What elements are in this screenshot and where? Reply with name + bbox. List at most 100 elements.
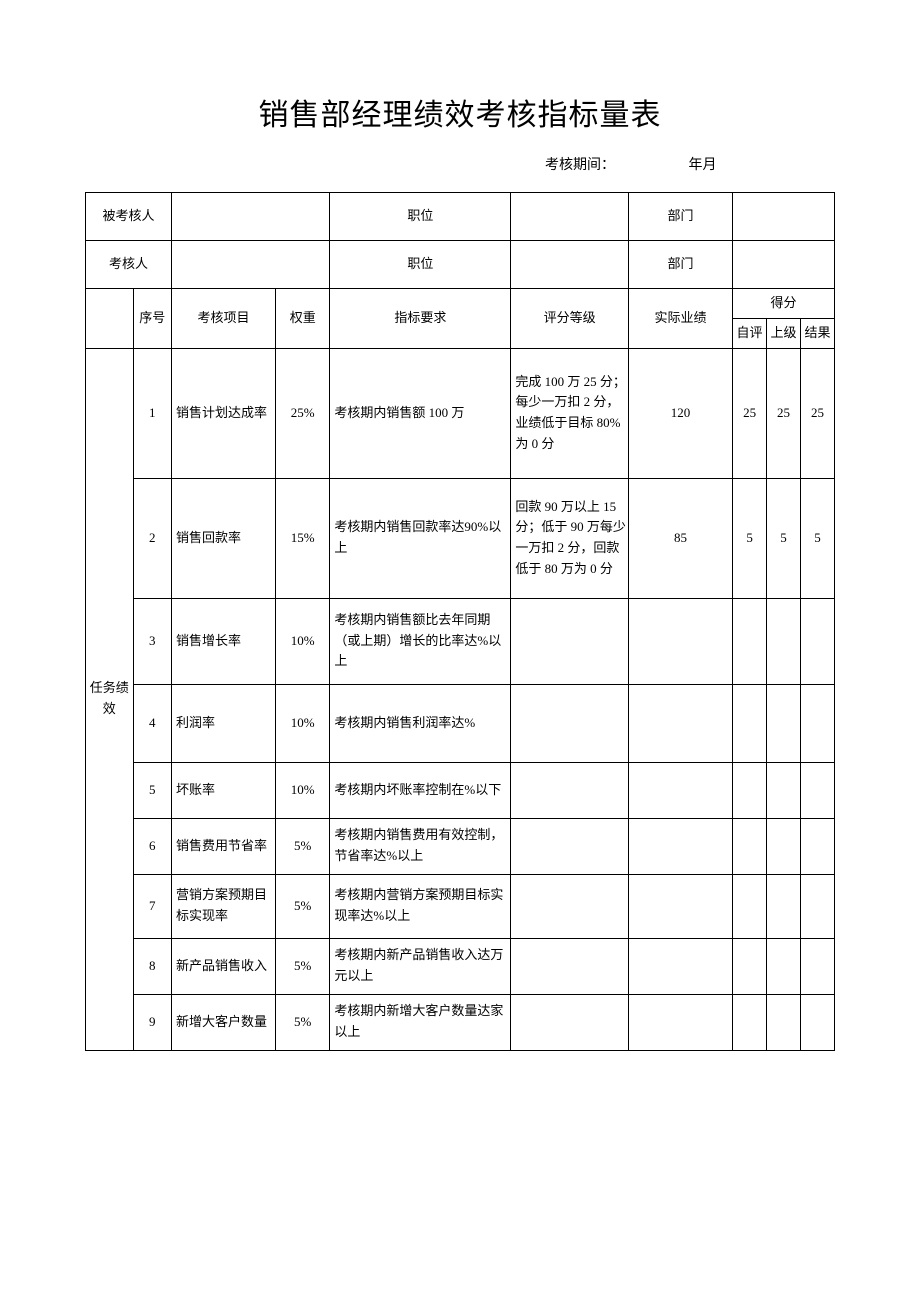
period-label: 考核期间： bbox=[545, 154, 615, 174]
period-row: 考核期间： 年月 bbox=[85, 154, 835, 174]
cell-weight: 10% bbox=[276, 598, 330, 684]
cell-item: 销售费用节省率 bbox=[171, 818, 275, 874]
info-row-1: 被考核人 职位 部门 bbox=[86, 193, 835, 241]
value-position-2 bbox=[511, 241, 629, 289]
cell-item: 利润率 bbox=[171, 684, 275, 762]
cell-sup bbox=[767, 874, 801, 938]
cell-weight: 5% bbox=[276, 938, 330, 994]
cell-self bbox=[733, 598, 767, 684]
cell-actual: 85 bbox=[629, 478, 733, 598]
cell-req: 考核期内坏账率控制在%以下 bbox=[330, 762, 511, 818]
cell-level bbox=[511, 874, 629, 938]
cell-req: 考核期内销售额 100 万 bbox=[330, 348, 511, 478]
table-row: 8新产品销售收入5%考核期内新产品销售收入达万元以上 bbox=[86, 938, 835, 994]
cell-sup: 5 bbox=[767, 478, 801, 598]
value-dept-1 bbox=[733, 193, 835, 241]
hdr-score-group: 得分 bbox=[733, 289, 835, 319]
table-row: 6销售费用节省率5%考核期内销售费用有效控制，节省率达%以上 bbox=[86, 818, 835, 874]
cell-result bbox=[800, 994, 834, 1050]
label-position-1: 职位 bbox=[330, 193, 511, 241]
hdr-category bbox=[86, 289, 134, 349]
cell-actual bbox=[629, 762, 733, 818]
table-row: 任务绩效1销售计划达成率25%考核期内销售额 100 万完成 100 万 25 … bbox=[86, 348, 835, 478]
hdr-level: 评分等级 bbox=[511, 289, 629, 349]
cell-result bbox=[800, 762, 834, 818]
cell-no: 5 bbox=[133, 762, 171, 818]
hdr-actual: 实际业绩 bbox=[629, 289, 733, 349]
cell-result bbox=[800, 938, 834, 994]
cell-actual bbox=[629, 684, 733, 762]
table-row: 7营销方案预期目标实现率5%考核期内营销方案预期目标实现率达%以上 bbox=[86, 874, 835, 938]
cell-sup bbox=[767, 684, 801, 762]
label-assessor: 考核人 bbox=[86, 241, 172, 289]
cell-self: 5 bbox=[733, 478, 767, 598]
cell-self bbox=[733, 994, 767, 1050]
cell-no: 7 bbox=[133, 874, 171, 938]
cell-item: 坏账率 bbox=[171, 762, 275, 818]
label-assessee: 被考核人 bbox=[86, 193, 172, 241]
cell-no: 3 bbox=[133, 598, 171, 684]
table-row: 9新增大客户数量5%考核期内新增大客户数量达家以上 bbox=[86, 994, 835, 1050]
cell-req: 考核期内新增大客户数量达家以上 bbox=[330, 994, 511, 1050]
cell-req: 考核期内营销方案预期目标实现率达%以上 bbox=[330, 874, 511, 938]
cell-no: 4 bbox=[133, 684, 171, 762]
cell-sup bbox=[767, 994, 801, 1050]
hdr-result: 结果 bbox=[800, 318, 834, 348]
cell-item: 销售增长率 bbox=[171, 598, 275, 684]
cell-actual bbox=[629, 938, 733, 994]
cell-actual bbox=[629, 818, 733, 874]
info-row-2: 考核人 职位 部门 bbox=[86, 241, 835, 289]
cell-item: 销售回款率 bbox=[171, 478, 275, 598]
value-assessee bbox=[171, 193, 329, 241]
cell-sup bbox=[767, 762, 801, 818]
table-row: 4利润率10%考核期内销售利润率达% bbox=[86, 684, 835, 762]
period-value: 年月 bbox=[689, 154, 717, 174]
cell-no: 2 bbox=[133, 478, 171, 598]
table-row: 2销售回款率15%考核期内销售回款率达90%以上回款 90 万以上 15 分；低… bbox=[86, 478, 835, 598]
header-row-1: 序号 考核项目 权重 指标要求 评分等级 实际业绩 得分 bbox=[86, 289, 835, 319]
cell-weight: 10% bbox=[276, 684, 330, 762]
cell-level: 回款 90 万以上 15 分；低于 90 万每少一万扣 2 分，回款低于 80 … bbox=[511, 478, 629, 598]
cell-req: 考核期内销售费用有效控制，节省率达%以上 bbox=[330, 818, 511, 874]
cell-item: 新增大客户数量 bbox=[171, 994, 275, 1050]
cell-actual bbox=[629, 598, 733, 684]
cell-req: 考核期内销售额比去年同期（或上期）增长的比率达%以上 bbox=[330, 598, 511, 684]
cell-weight: 25% bbox=[276, 348, 330, 478]
cell-result: 5 bbox=[800, 478, 834, 598]
cell-level bbox=[511, 818, 629, 874]
cell-result bbox=[800, 874, 834, 938]
hdr-sup: 上级 bbox=[767, 318, 801, 348]
table-row: 3销售增长率10%考核期内销售额比去年同期（或上期）增长的比率达%以上 bbox=[86, 598, 835, 684]
hdr-weight: 权重 bbox=[276, 289, 330, 349]
cell-actual bbox=[629, 874, 733, 938]
category-cell: 任务绩效 bbox=[86, 348, 134, 1050]
value-dept-2 bbox=[733, 241, 835, 289]
cell-self: 25 bbox=[733, 348, 767, 478]
cell-req: 考核期内销售回款率达90%以上 bbox=[330, 478, 511, 598]
cell-sup: 25 bbox=[767, 348, 801, 478]
cell-sup bbox=[767, 818, 801, 874]
cell-no: 8 bbox=[133, 938, 171, 994]
cell-item: 新产品销售收入 bbox=[171, 938, 275, 994]
cell-self bbox=[733, 818, 767, 874]
cell-no: 1 bbox=[133, 348, 171, 478]
cell-level bbox=[511, 994, 629, 1050]
label-dept-2: 部门 bbox=[629, 241, 733, 289]
kpi-table: 被考核人 职位 部门 考核人 职位 部门 序号 考核项目 权重 指标要求 评分等… bbox=[85, 192, 835, 1051]
cell-level: 完成 100 万 25 分；每少一万扣 2 分，业绩低于目标 80% 为 0 分 bbox=[511, 348, 629, 478]
cell-level bbox=[511, 598, 629, 684]
page-title: 销售部经理绩效考核指标量表 bbox=[85, 90, 835, 134]
cell-self bbox=[733, 684, 767, 762]
cell-weight: 5% bbox=[276, 874, 330, 938]
cell-result bbox=[800, 818, 834, 874]
label-dept-1: 部门 bbox=[629, 193, 733, 241]
cell-result: 25 bbox=[800, 348, 834, 478]
cell-weight: 10% bbox=[276, 762, 330, 818]
cell-actual bbox=[629, 994, 733, 1050]
cell-weight: 5% bbox=[276, 994, 330, 1050]
cell-item: 销售计划达成率 bbox=[171, 348, 275, 478]
cell-item: 营销方案预期目标实现率 bbox=[171, 874, 275, 938]
cell-actual: 120 bbox=[629, 348, 733, 478]
hdr-no: 序号 bbox=[133, 289, 171, 349]
cell-self bbox=[733, 762, 767, 818]
